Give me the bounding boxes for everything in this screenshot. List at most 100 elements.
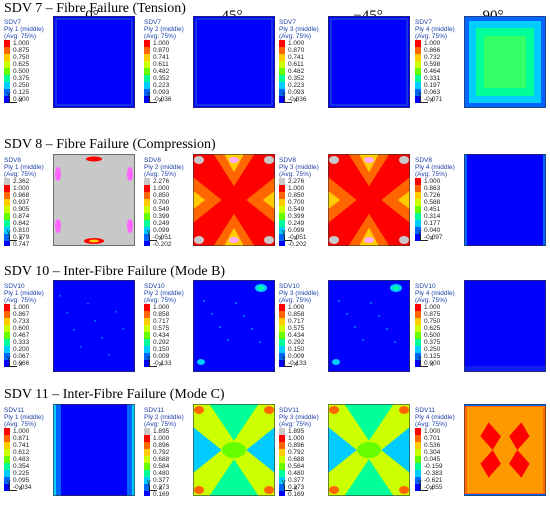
legend-swatch — [4, 61, 10, 68]
legend-entry: 0.625 — [4, 61, 54, 68]
legend-entry: 0.741 — [144, 54, 194, 61]
legend-entry: 0.611 — [279, 61, 329, 68]
legend-value: 0.717 — [288, 318, 305, 325]
legend-entry: 0.375 — [415, 339, 465, 346]
legend-entry: 1.000 — [279, 435, 329, 442]
legend-entry: 1.000 — [4, 185, 54, 192]
legend-value: 0.200 — [13, 346, 30, 353]
legend-value: 0.600 — [13, 325, 30, 332]
contour-field — [53, 404, 135, 496]
legend-value: 1.000 — [13, 185, 30, 192]
legend-averaging: (Avg: 75%) — [415, 171, 448, 178]
axis-y-line — [284, 361, 285, 367]
axis-x-line — [149, 102, 157, 103]
legend-swatch — [4, 227, 10, 234]
legend-value: 0.588 — [424, 199, 441, 206]
legend-swatch — [279, 311, 285, 318]
axis-x-label: x — [19, 361, 23, 368]
legend-swatch — [279, 360, 285, 367]
legend-value: -0.097 — [424, 234, 443, 241]
legend-swatch — [279, 61, 285, 68]
legend-value: 0.482 — [288, 68, 305, 75]
legend-swatch — [279, 325, 285, 332]
legend-swatch — [279, 54, 285, 61]
legend-entry: 0.464 — [415, 68, 465, 75]
legend-swatch — [415, 96, 421, 103]
axis-y-label: y — [418, 479, 422, 486]
legend-value: 0.732 — [424, 54, 441, 61]
legend-swatch — [4, 325, 10, 332]
axis-x-label: x — [19, 485, 23, 492]
legend-swatch — [415, 199, 421, 206]
legend-swatch — [415, 89, 421, 96]
contour-field — [53, 280, 135, 372]
axis-x-label: x — [430, 235, 434, 242]
legend-entry: 0.611 — [144, 61, 194, 68]
legend-entry: 0.377 — [279, 477, 329, 484]
legend-value: 0.304 — [424, 449, 441, 456]
axis-y-line — [420, 361, 421, 367]
legend-value: -0.051 — [288, 234, 307, 241]
contour-legend: SDV10 Ply 1 (middle) (Avg: 75%) 1.000 0.867 0… — [4, 283, 54, 367]
legend-value: 0.434 — [288, 332, 305, 339]
contour-panel-r1-c3: SDV8 Ply 4 (middle) (Avg: 75%) 1.000 0.863 0.… — [414, 154, 546, 246]
legend-swatch — [279, 199, 285, 206]
legend-ply: Ply 3 (middle) — [279, 290, 319, 297]
legend-entry: 0.792 — [144, 449, 194, 456]
legend-entry: 0.741 — [4, 442, 54, 449]
legend-swatch — [144, 470, 150, 477]
legend-swatch — [144, 360, 150, 367]
legend-entry: 1.000 — [279, 304, 329, 311]
legend-entry: 0.434 — [279, 332, 329, 339]
legend-ply: Ply 1 (middle) — [4, 290, 44, 297]
legend-swatch — [415, 47, 421, 54]
axis-x-line — [284, 102, 292, 103]
legend-entry: 0.249 — [279, 220, 329, 227]
legend-value: 0.225 — [13, 470, 30, 477]
legend-entry: 1.000 — [415, 178, 465, 185]
legend-value: 0.584 — [153, 463, 170, 470]
axis-y-label: y — [147, 479, 151, 486]
legend-swatch — [4, 89, 10, 96]
legend-value: 0.249 — [153, 220, 170, 227]
axis-x-line — [149, 490, 157, 491]
legend-swatch — [4, 234, 10, 241]
axis-y-line — [9, 485, 10, 491]
legend-swatch — [415, 61, 421, 68]
legend-entry: 0.197 — [415, 82, 465, 89]
legend-value: 0.575 — [153, 325, 170, 332]
legend-value: -0.036 — [288, 96, 307, 103]
contour-panel-r0-c1: SDV7 Ply 2 (middle) (Avg: 75%) 1.000 0.870 0.… — [143, 16, 275, 108]
contour-field — [328, 404, 410, 496]
legend-entry: 0.451 — [415, 206, 465, 213]
legend-value: -0.036 — [153, 96, 172, 103]
legend-entry: 2.276 — [144, 178, 194, 185]
legend-value: 0.223 — [153, 82, 170, 89]
legend-swatch — [415, 311, 421, 318]
legend-entry: 0.399 — [144, 213, 194, 220]
legend-swatch — [144, 339, 150, 346]
legend-value: 0.875 — [424, 311, 441, 318]
legend-value: -0.621 — [424, 477, 443, 484]
legend-entry: 0.067 — [4, 353, 54, 360]
legend-entry: 0.874 — [4, 213, 54, 220]
legend-value: 0.292 — [288, 339, 305, 346]
legend-swatch — [4, 47, 10, 54]
axis-x-line — [284, 366, 292, 367]
contour-panel-r1-c0: SDV8 Ply 1 (middle) (Avg: 75%) 2.362 1.000 0.… — [3, 154, 135, 246]
legend-swatch — [415, 318, 421, 325]
legend-entry: 0.225 — [4, 470, 54, 477]
legend-ply: Ply 2 (middle) — [144, 26, 184, 33]
legend-variable: SDV10 — [4, 283, 25, 290]
legend-entry: 0.732 — [415, 54, 465, 61]
legend-variable: SDV11 — [279, 407, 300, 414]
legend-value: 0.750 — [13, 54, 30, 61]
legend-swatch — [144, 463, 150, 470]
legend-entry: 0.099 — [279, 227, 329, 234]
legend-swatch — [279, 82, 285, 89]
legend-value: 0.125 — [13, 89, 30, 96]
legend-ply: Ply 4 (middle) — [415, 26, 455, 33]
